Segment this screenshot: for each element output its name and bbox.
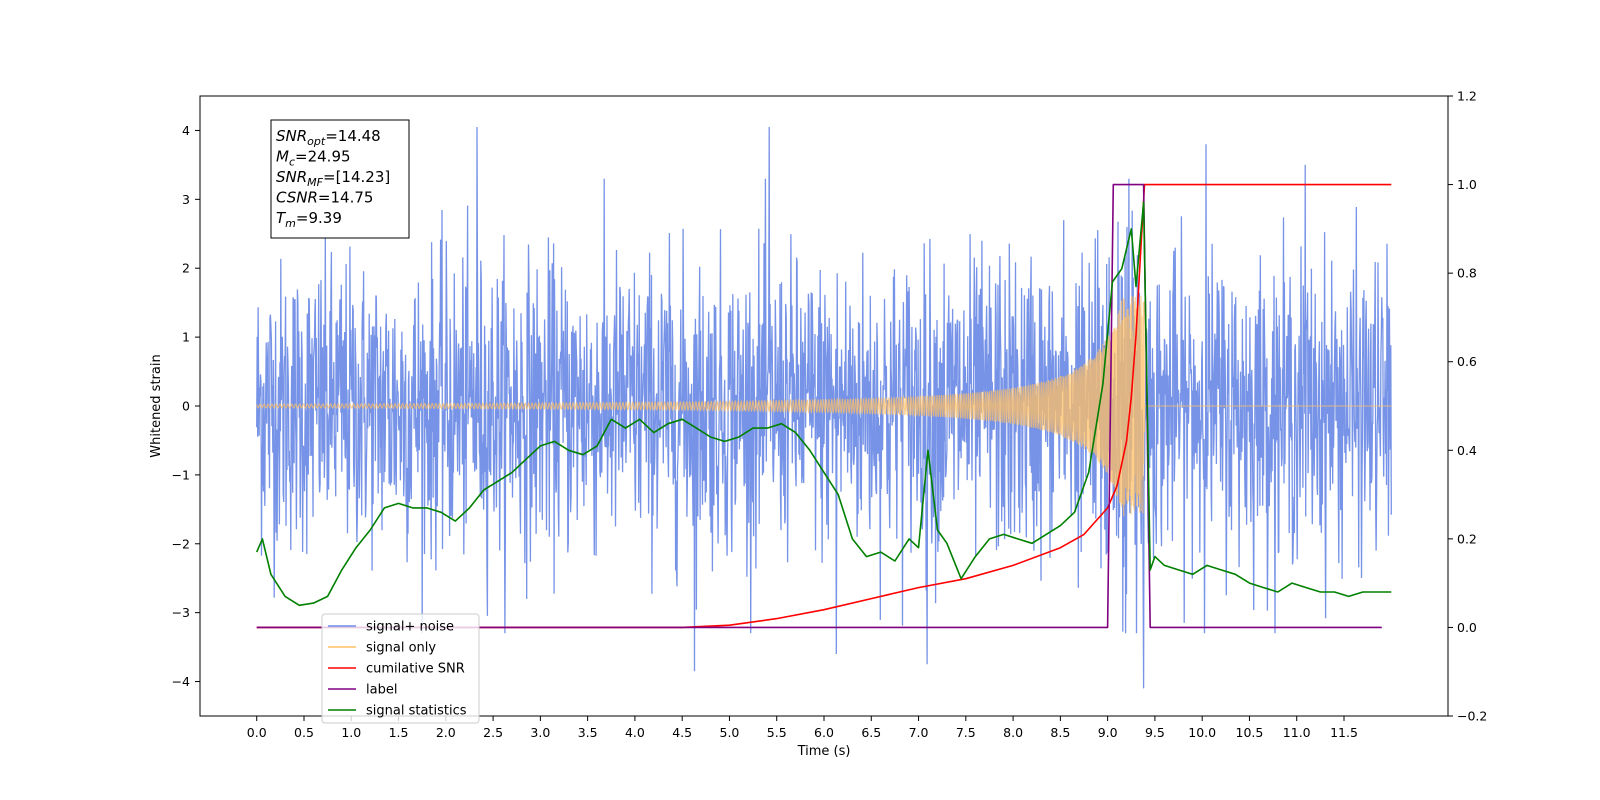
series-signal-noise — [256, 126, 1392, 689]
x-tick-label: 1.0 — [341, 725, 361, 740]
x-tick-label: 1.5 — [389, 725, 409, 740]
x-axis-ticks: 0.0 0.5 1.0 1.5 2.0 2.5 3.0 3.5 4.0 4.5 5.0 5.5 6.0 6… — [247, 716, 1358, 740]
legend-frame — [321, 613, 480, 724]
series-signal-only — [256, 295, 1392, 517]
annotation-line: SNRopt=14.48 — [276, 127, 381, 148]
y-axis-ticks: 4 3 2 1 0 −1 −2 −3 −4 — [172, 123, 200, 689]
y-tick-label: 0 — [182, 399, 190, 414]
x-tick-label: 11.0 — [1283, 725, 1311, 740]
series-cumulative-snr — [256, 183, 1392, 629]
y2-tick-label: 0.8 — [1457, 266, 1477, 281]
annotation-line: Tm=9.39 — [276, 209, 342, 230]
y2-tick-label: 1.0 — [1457, 177, 1477, 192]
x-tick-label: 5.5 — [767, 725, 787, 740]
legend-label: signal+ noise — [366, 620, 454, 635]
x-tick-label: 6.5 — [861, 725, 881, 740]
x-tick-label: 9.5 — [1145, 725, 1165, 740]
x-tick-label: 6.0 — [814, 725, 834, 740]
y-tick-label: 3 — [182, 192, 190, 207]
x-tick-label: 9.0 — [1098, 725, 1118, 740]
annotation-box: SNRopt=14.48Mc=24.95SNRMF=[14.23]CSNR=14… — [270, 119, 410, 239]
x-tick-label: 0.5 — [294, 725, 314, 740]
annotation-line: Mc=24.95 — [276, 148, 351, 169]
x-tick-label: 7.0 — [909, 725, 929, 740]
annotation-line: CSNR=14.75 — [276, 189, 373, 207]
y-tick-label: 2 — [182, 261, 190, 276]
x-axis-label: Time (s) — [797, 744, 851, 759]
y-tick-label: −2 — [172, 536, 190, 551]
y-tick-label: 4 — [182, 123, 190, 138]
annotation-line: SNRMF=[14.23] — [276, 168, 390, 189]
x-tick-label: 2.0 — [436, 725, 456, 740]
y-axis-label: Whitened strain — [149, 354, 164, 457]
y2-tick-label: −0.2 — [1457, 709, 1487, 724]
y2-tick-label: 0.2 — [1457, 531, 1477, 546]
y-tick-label: −1 — [172, 467, 190, 482]
x-tick-label: 0.0 — [247, 725, 267, 740]
x-tick-label: 10.0 — [1188, 725, 1216, 740]
legend-label: signal only — [366, 641, 436, 656]
x-tick-label: 4.0 — [625, 725, 645, 740]
y2-axis-ticks: 1.2 1.0 0.8 0.6 0.4 0.2 0.0 −0.2 — [1448, 89, 1487, 724]
series-label — [256, 183, 1382, 629]
series-signal-statistics — [255, 201, 1392, 607]
legend-label: label — [366, 683, 397, 698]
y-tick-label: −3 — [172, 605, 190, 620]
x-tick-label: 7.5 — [956, 725, 976, 740]
plot-series — [255, 126, 1392, 689]
x-tick-label: 8.5 — [1050, 725, 1070, 740]
y-tick-label: 1 — [182, 330, 190, 345]
legend: signal+ noise signal only cumilative SNR la… — [321, 613, 480, 724]
y2-tick-label: 0.4 — [1457, 443, 1477, 458]
x-tick-label: 11.5 — [1330, 725, 1358, 740]
x-tick-label: 10.5 — [1236, 725, 1264, 740]
x-tick-label: 3.5 — [578, 725, 598, 740]
x-tick-label: 3.0 — [530, 725, 550, 740]
y2-tick-label: 0.6 — [1457, 354, 1477, 369]
annotation-frame — [270, 119, 410, 239]
legend-label: cumilative SNR — [366, 662, 465, 677]
x-tick-label: 4.5 — [672, 725, 692, 740]
x-tick-label: 8.0 — [1003, 725, 1023, 740]
y2-tick-label: 1.2 — [1457, 89, 1477, 104]
legend-label: signal statistics — [366, 704, 467, 719]
x-tick-label: 2.5 — [483, 725, 503, 740]
y-tick-label: −4 — [172, 674, 190, 689]
y2-tick-label: 0.0 — [1457, 620, 1477, 635]
x-tick-label: 5.0 — [720, 725, 740, 740]
